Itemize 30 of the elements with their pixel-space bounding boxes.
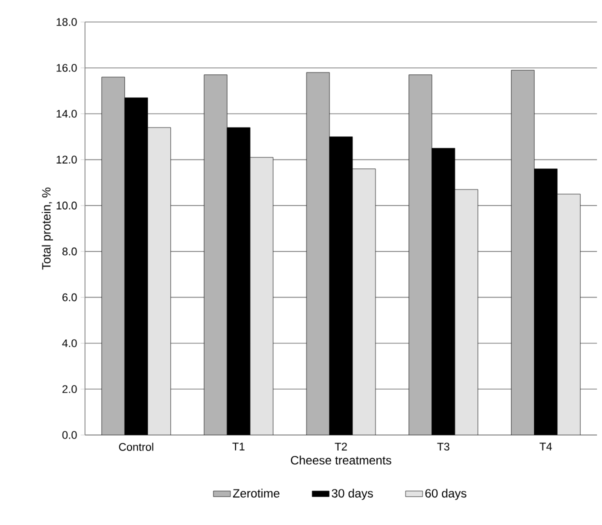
bar: [306, 72, 330, 435]
bar: [408, 74, 432, 435]
y-axis-title: Total protein, %: [42, 188, 53, 270]
legend-label: Zerotime: [232, 488, 280, 498]
y-tick-label: 14.0: [56, 110, 77, 118]
y-tick-label: 10.0: [56, 202, 77, 210]
y-tick-label: 2.0: [62, 385, 77, 394]
x-tick-label: T1: [232, 442, 244, 450]
bar: [454, 189, 478, 435]
x-tick-label: Control: [119, 442, 154, 451]
x-tick-label: T3: [437, 442, 450, 451]
y-tick-label: 12.0: [56, 156, 77, 164]
bar: [557, 194, 581, 435]
y-tick-label: 8.0: [62, 248, 77, 256]
bar: [102, 76, 125, 435]
legend-label: 60 days: [425, 488, 466, 500]
y-tick-label: 6.0: [62, 293, 77, 302]
x-tick-label: T4: [540, 442, 552, 450]
legend-label: 30 days: [332, 488, 373, 500]
bar: [148, 127, 171, 435]
y-tick-label: 16.0: [56, 64, 77, 72]
bar: [250, 157, 274, 435]
x-tick-label: T2: [334, 442, 347, 450]
bar: [204, 74, 228, 435]
bar: [511, 70, 534, 435]
x-axis-title: Cheese treatments: [290, 456, 392, 465]
y-tick-label: 18.0: [56, 18, 77, 26]
bar: [352, 168, 376, 435]
y-tick-label: 4.0: [62, 339, 77, 348]
y-tick-label: 0.0: [62, 431, 77, 439]
